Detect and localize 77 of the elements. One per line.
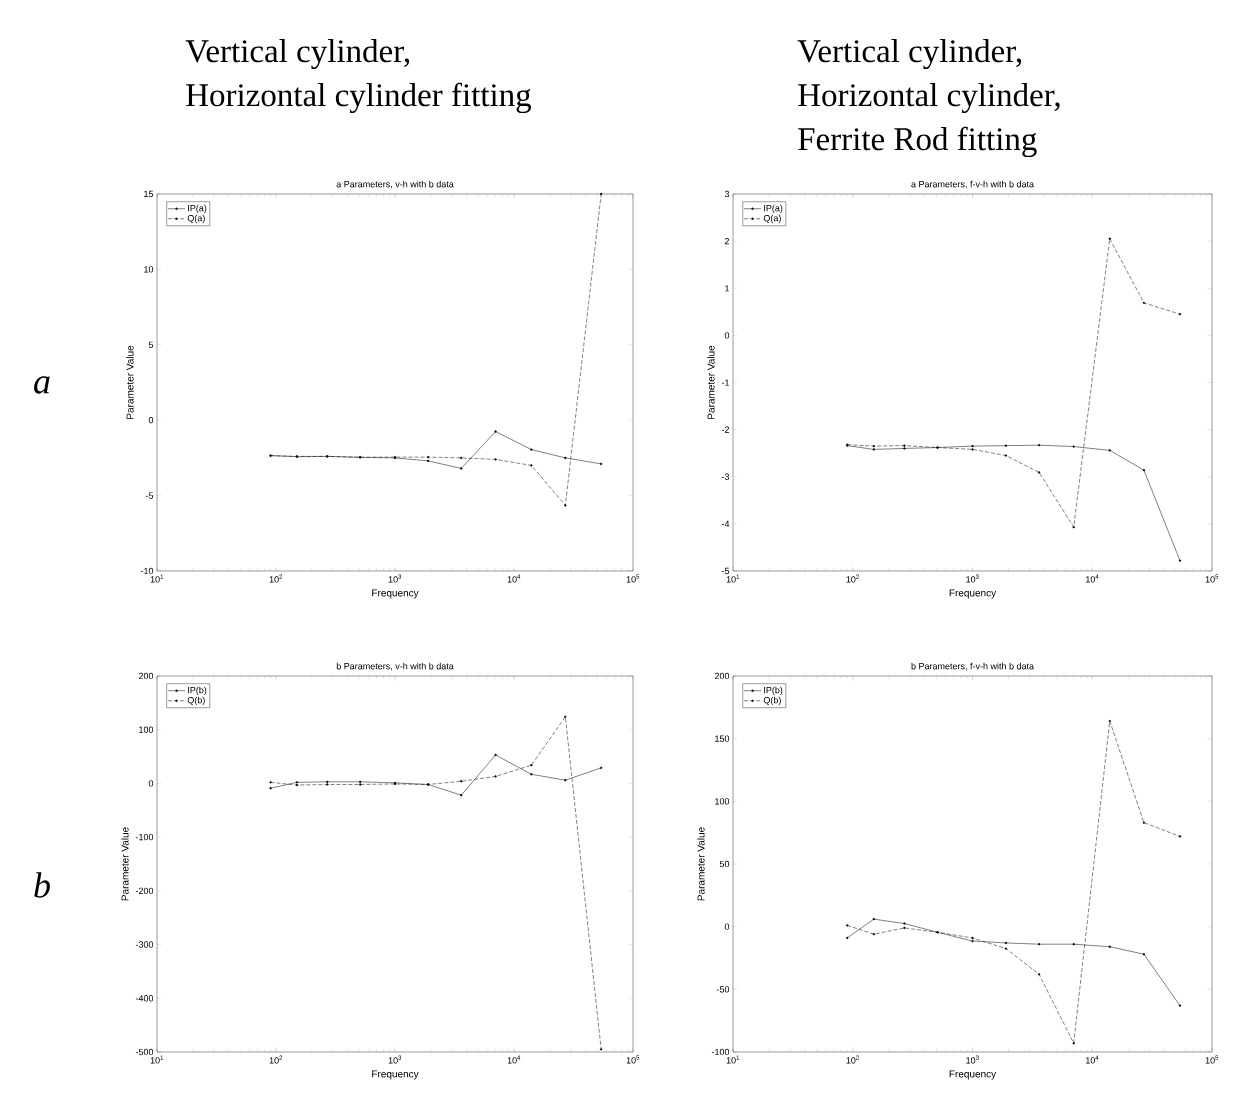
x-tick-label: 10$^{5}$	[1205, 574, 1219, 583]
y-tick-label: -400	[135, 995, 154, 1002]
y-tick-label: -100	[135, 833, 154, 841]
y-tick-label: -10	[140, 567, 154, 575]
y-tick-label: 1	[725, 285, 730, 292]
y-tick-label: -5	[721, 567, 730, 575]
y-tick-label: 0	[148, 416, 154, 424]
x-tick-label: 10$^{2}$	[269, 574, 283, 583]
y-tick-label: -3	[721, 473, 730, 480]
x-tick-label: 10$^{5}$	[1205, 1055, 1219, 1064]
text: a	[34, 376, 50, 394]
y-tick-label: -100	[711, 1048, 730, 1056]
y-axis-title: Parameter Value	[697, 827, 705, 901]
x-axis-title: Frequency	[949, 1070, 997, 1080]
x-tick-label: 10$^{3}$	[966, 1055, 979, 1064]
y-tick-label: 150	[715, 735, 730, 742]
legend-label: Q(a)	[763, 214, 781, 224]
y-tick-label: 200	[138, 672, 154, 680]
legend-label: IP(a)	[764, 204, 783, 214]
x-tick-label: 10$^{3}$	[388, 574, 402, 583]
x-tick-label: 10$^{1}$	[726, 1055, 740, 1064]
y-tick-label: 200	[714, 672, 730, 680]
y-tick-label: -200	[135, 887, 154, 895]
x-tick-label: 10$^{5}$	[626, 1055, 640, 1064]
y-tick-label: 0	[148, 780, 154, 787]
text: Vertical cylinder,	[797, 39, 1022, 70]
x-tick-label: 10$^{2}$	[846, 1055, 859, 1064]
y-tick-label: 10	[144, 266, 154, 273]
legend-label: IP(a)	[188, 204, 207, 214]
legend-label: Q(a)	[187, 214, 205, 224]
x-tick-label: 10$^{2}$	[269, 1055, 283, 1064]
text: Ferrite Rod fitting	[798, 126, 1037, 158]
legend-label: IP(b)	[764, 686, 783, 696]
y-axis-title: Parameter Value	[121, 827, 129, 901]
x-axis-title: Frequency	[949, 589, 997, 599]
y-tick-label: 0	[724, 923, 730, 930]
legend-label: Q(b)	[763, 696, 781, 706]
y-tick-label: -500	[135, 1048, 154, 1056]
x-tick-label: 10$^{5}$	[626, 574, 640, 583]
y-tick-label: -2	[721, 426, 730, 433]
x-axis-title: Frequency	[372, 1070, 419, 1080]
x-tick-label: 10$^{2}$	[846, 574, 859, 583]
y-tick-label: 100	[715, 798, 730, 805]
x-axis-title: Frequency	[372, 589, 419, 599]
chart-title: b Parameters, v-h with b data	[336, 662, 454, 671]
y-axis-title: Parameter Value	[707, 345, 715, 419]
y-tick-label: 5	[148, 341, 154, 348]
y-tick-label: 50	[719, 860, 730, 868]
x-tick-label: 10$^{4}$	[507, 574, 521, 583]
y-tick-label: -4	[721, 520, 730, 527]
x-tick-label: 10$^{3}$	[388, 1055, 402, 1064]
x-tick-label: 10$^{4}$	[1086, 1055, 1099, 1064]
text: Horizontal cylinder fitting	[186, 82, 532, 114]
legend-label: Q(b)	[187, 696, 205, 706]
y-axis-title: Parameter Value	[126, 345, 134, 419]
chart-title: a Parameters, f-v-h with b data	[911, 180, 1035, 189]
legend-label: IP(b)	[188, 686, 207, 696]
chart-title: b Parameters, f-v-h with b data	[911, 662, 1035, 671]
x-tick-label: 10$^{1}$	[150, 1055, 164, 1064]
x-tick-label: 10$^{1}$	[726, 574, 740, 583]
x-tick-label: 10$^{4}$	[507, 1055, 521, 1064]
y-tick-label: -5	[145, 492, 154, 499]
y-tick-label: 0	[724, 332, 730, 339]
y-tick-label: -300	[135, 941, 154, 948]
text: Horizontal cylinder,	[798, 83, 1060, 114]
text: Vertical cylinder,	[185, 39, 410, 70]
x-tick-label: 10$^{4}$	[1086, 574, 1099, 583]
y-tick-label: 3	[724, 190, 730, 198]
chart-title: a Parameters, v-h with b data	[336, 180, 454, 189]
x-tick-label: 10$^{3}$	[966, 574, 979, 583]
y-tick-label: 2	[724, 237, 730, 245]
y-tick-label: 100	[139, 726, 154, 733]
y-tick-label: 15	[144, 190, 154, 198]
y-tick-label: -1	[721, 379, 730, 386]
x-tick-label: 10$^{1}$	[150, 574, 164, 583]
text: b	[34, 872, 50, 898]
y-tick-label: -50	[716, 986, 730, 993]
